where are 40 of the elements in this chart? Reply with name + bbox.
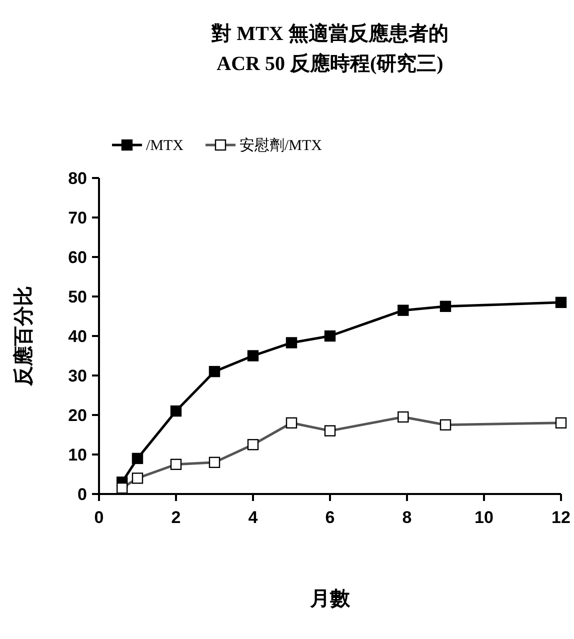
y-axis-title: 反應百分比	[12, 286, 35, 387]
x-tick-label: 4	[248, 508, 258, 527]
y-tick-label: 20	[68, 406, 87, 425]
point	[440, 300, 452, 312]
point	[247, 439, 259, 450]
y-tick-label: 70	[68, 208, 87, 228]
point	[132, 452, 144, 464]
x-tick-label: 8	[402, 508, 412, 527]
point	[555, 417, 567, 428]
y-tick-label: 10	[68, 446, 87, 464]
point	[116, 482, 128, 494]
x-axis-title: 月數	[309, 588, 351, 610]
y-tick-label: 60	[68, 248, 87, 267]
point	[208, 456, 220, 468]
x-tick-label: 2	[171, 508, 181, 527]
point	[286, 417, 298, 428]
x-tick-label: 12	[552, 508, 570, 527]
legend-label: 安慰劑/MTX	[240, 137, 322, 154]
point	[247, 350, 259, 362]
point	[440, 419, 452, 430]
point	[555, 296, 567, 308]
point	[208, 366, 220, 378]
chart-title: 對 MTX 無適當反應患者的 ACR 50 反應時程(研究三)	[210, 22, 448, 75]
point	[398, 304, 409, 316]
x-tick-label: 0	[94, 508, 104, 527]
point	[324, 425, 336, 436]
y-tick-label: 0	[78, 485, 87, 504]
point	[170, 405, 182, 417]
x-tick-label: 6	[325, 508, 335, 527]
y-tick-label: 40	[68, 327, 87, 346]
y-tick-label: 50	[68, 288, 87, 306]
point	[132, 472, 144, 484]
point	[324, 330, 336, 342]
legend-label: /MTX	[146, 138, 184, 154]
point	[170, 458, 182, 470]
point	[398, 411, 409, 423]
y-tick-label: 80	[68, 169, 87, 188]
y-tick-label: 30	[68, 366, 87, 386]
x-tick-label: 10	[474, 508, 494, 527]
point	[286, 337, 298, 348]
